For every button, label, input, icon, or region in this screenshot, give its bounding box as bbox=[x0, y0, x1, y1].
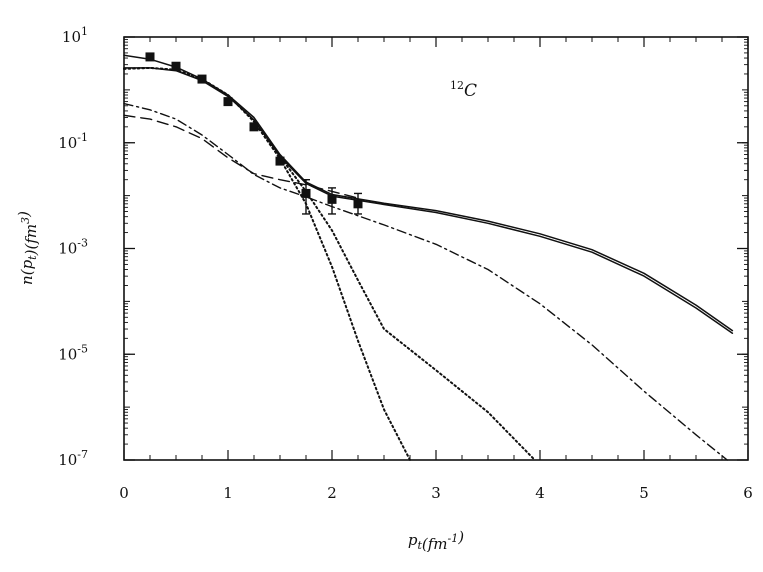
x-tick-label: 3 bbox=[431, 484, 441, 502]
y-tick-label: 10-3 bbox=[58, 237, 88, 258]
data-point-marker bbox=[249, 122, 259, 132]
y-axis-title: n(pt)(fm3) bbox=[15, 211, 40, 285]
series-line-6-dashed bbox=[123, 114, 359, 199]
x-tick-label: 6 bbox=[743, 484, 753, 502]
data-point-marker bbox=[197, 74, 207, 84]
series-line-3-dotted bbox=[123, 66, 411, 461]
plot-frame bbox=[123, 36, 749, 461]
y-tick-label: 101 bbox=[62, 25, 88, 46]
x-tick-label: 2 bbox=[327, 484, 337, 502]
series-line-5-dashdot bbox=[123, 102, 728, 461]
data-point-marker bbox=[145, 52, 155, 62]
series-line-2-solid bbox=[123, 67, 734, 334]
x-axis-title: pt(fm-1) bbox=[408, 528, 464, 553]
data-point-marker bbox=[327, 194, 337, 204]
data-point-marker bbox=[353, 199, 363, 209]
data-point-marker bbox=[223, 97, 233, 107]
x-tick-label: 4 bbox=[535, 484, 545, 502]
x-tick-label: 5 bbox=[639, 484, 649, 502]
markers-layer bbox=[145, 52, 363, 215]
data-point-marker bbox=[275, 156, 285, 166]
series-line-4-dotted bbox=[123, 66, 536, 461]
x-tick-label: 0 bbox=[119, 484, 129, 502]
data-point-marker bbox=[301, 188, 311, 198]
series-layer bbox=[123, 54, 734, 461]
y-tick-label: 10-1 bbox=[58, 131, 88, 152]
ticks-layer bbox=[123, 36, 749, 461]
nucleus-annotation: 12C bbox=[450, 79, 477, 101]
data-point-marker bbox=[171, 61, 181, 71]
x-tick-label: 1 bbox=[223, 484, 233, 502]
y-tick-label: 10-7 bbox=[58, 448, 88, 469]
series-line-1-solid bbox=[123, 54, 734, 332]
y-tick-label: 10-5 bbox=[58, 342, 88, 363]
labels-layer: 0 1 2 3 4 5 6 101 10-1 10-3 10-5 10-7 bbox=[58, 25, 753, 502]
